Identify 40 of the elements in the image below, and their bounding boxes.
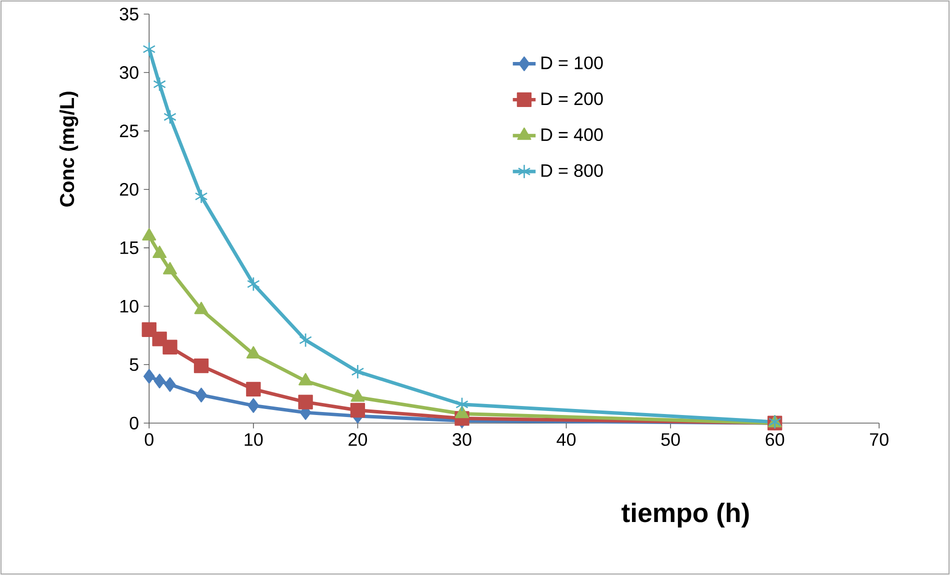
point (194, 358, 209, 374)
point (164, 110, 176, 124)
legend-label: D = 800 (541, 164, 603, 177)
point (194, 189, 208, 204)
y-tick-label: 0 (130, 416, 138, 430)
legend-label: D = 200 (541, 92, 603, 106)
point (351, 364, 364, 380)
y-tick-label: 20 (120, 183, 138, 196)
x-tick-label: 10 (244, 433, 263, 446)
legend-label: D = 400 (541, 128, 603, 142)
point (246, 276, 260, 292)
point (196, 388, 207, 402)
point (153, 76, 166, 92)
legend-label: D = 100 (541, 56, 603, 70)
x-tick-label: 70 (870, 433, 888, 446)
point (298, 394, 313, 410)
y-tick-label: 15 (120, 242, 138, 254)
y-tick-label: 25 (120, 124, 138, 138)
y-axis-title: Conc (mg/L) (59, 92, 78, 207)
point (350, 402, 366, 418)
point (143, 369, 155, 384)
point (142, 42, 156, 56)
x-tick-label: 60 (766, 433, 784, 446)
x-tick-label: 20 (348, 433, 367, 446)
point (246, 382, 261, 397)
point (162, 340, 178, 354)
point (299, 332, 312, 348)
x-tick-label: 40 (556, 433, 576, 446)
x-tick-label: 30 (452, 433, 472, 446)
x-tick-label: 0 (144, 433, 154, 446)
point (164, 377, 176, 392)
y-tick-label: 30 (120, 66, 138, 79)
x-tick-label: 50 (661, 433, 680, 446)
y-tick-label: 5 (130, 358, 138, 371)
point (248, 398, 260, 413)
point (154, 374, 166, 388)
point (456, 397, 468, 412)
y-tick-label: 10 (120, 300, 138, 313)
y-tick-label: 35 (120, 8, 138, 20)
x-axis-title: tiempo (h) (622, 502, 749, 528)
